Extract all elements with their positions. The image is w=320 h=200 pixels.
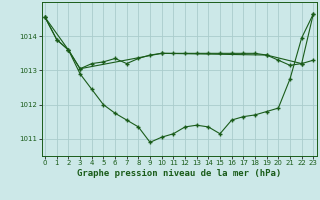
X-axis label: Graphe pression niveau de la mer (hPa): Graphe pression niveau de la mer (hPa) xyxy=(77,169,281,178)
